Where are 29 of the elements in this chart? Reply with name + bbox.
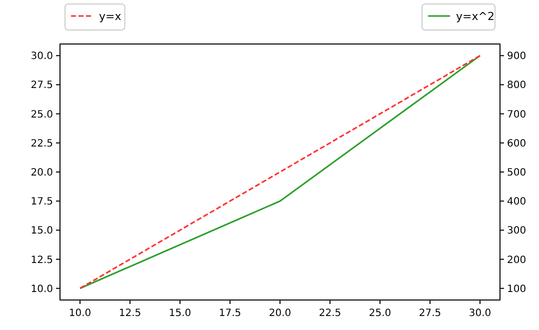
y-tick-label: 10.0 <box>30 284 53 295</box>
x-tick-label: 27.5 <box>418 308 442 319</box>
y-tick-label: 25.0 <box>30 109 53 120</box>
y2-tick-label: 700 <box>507 109 526 120</box>
y2-tick-label: 300 <box>507 226 526 237</box>
x-tick-label: 10.0 <box>68 308 92 319</box>
x-tick-label: 30.0 <box>468 308 492 319</box>
y-tick-label: 30.0 <box>30 51 53 62</box>
y-tick-label: 22.5 <box>30 138 53 150</box>
y-tick-label: 12.5 <box>30 254 53 266</box>
x-tick-label: 17.5 <box>218 308 242 319</box>
x-tick-label: 20.0 <box>268 308 292 319</box>
y-tick-label: 27.5 <box>30 80 53 92</box>
x-tick-label: 25.0 <box>368 308 392 319</box>
y2-tick-label: 500 <box>507 168 526 178</box>
y-tick-label: 20.0 <box>30 168 53 178</box>
y2-tick-label: 100 <box>507 284 526 295</box>
y2-tick-label: 200 <box>507 254 526 266</box>
legend-label: y=x^2 <box>456 10 494 23</box>
y-tick-label: 17.5 <box>30 196 53 208</box>
y-tick-label: 15.0 <box>30 226 53 237</box>
y2-tick-label: 600 <box>507 138 526 150</box>
y2-tick-label: 900 <box>507 51 526 62</box>
x-tick-label: 15.0 <box>168 308 192 319</box>
legend-label: y=x <box>99 10 122 23</box>
x-tick-label: 22.5 <box>318 308 342 319</box>
x-tick-label: 12.5 <box>118 308 142 319</box>
y2-tick-label: 800 <box>507 80 526 92</box>
y2-tick-label: 400 <box>507 196 526 208</box>
